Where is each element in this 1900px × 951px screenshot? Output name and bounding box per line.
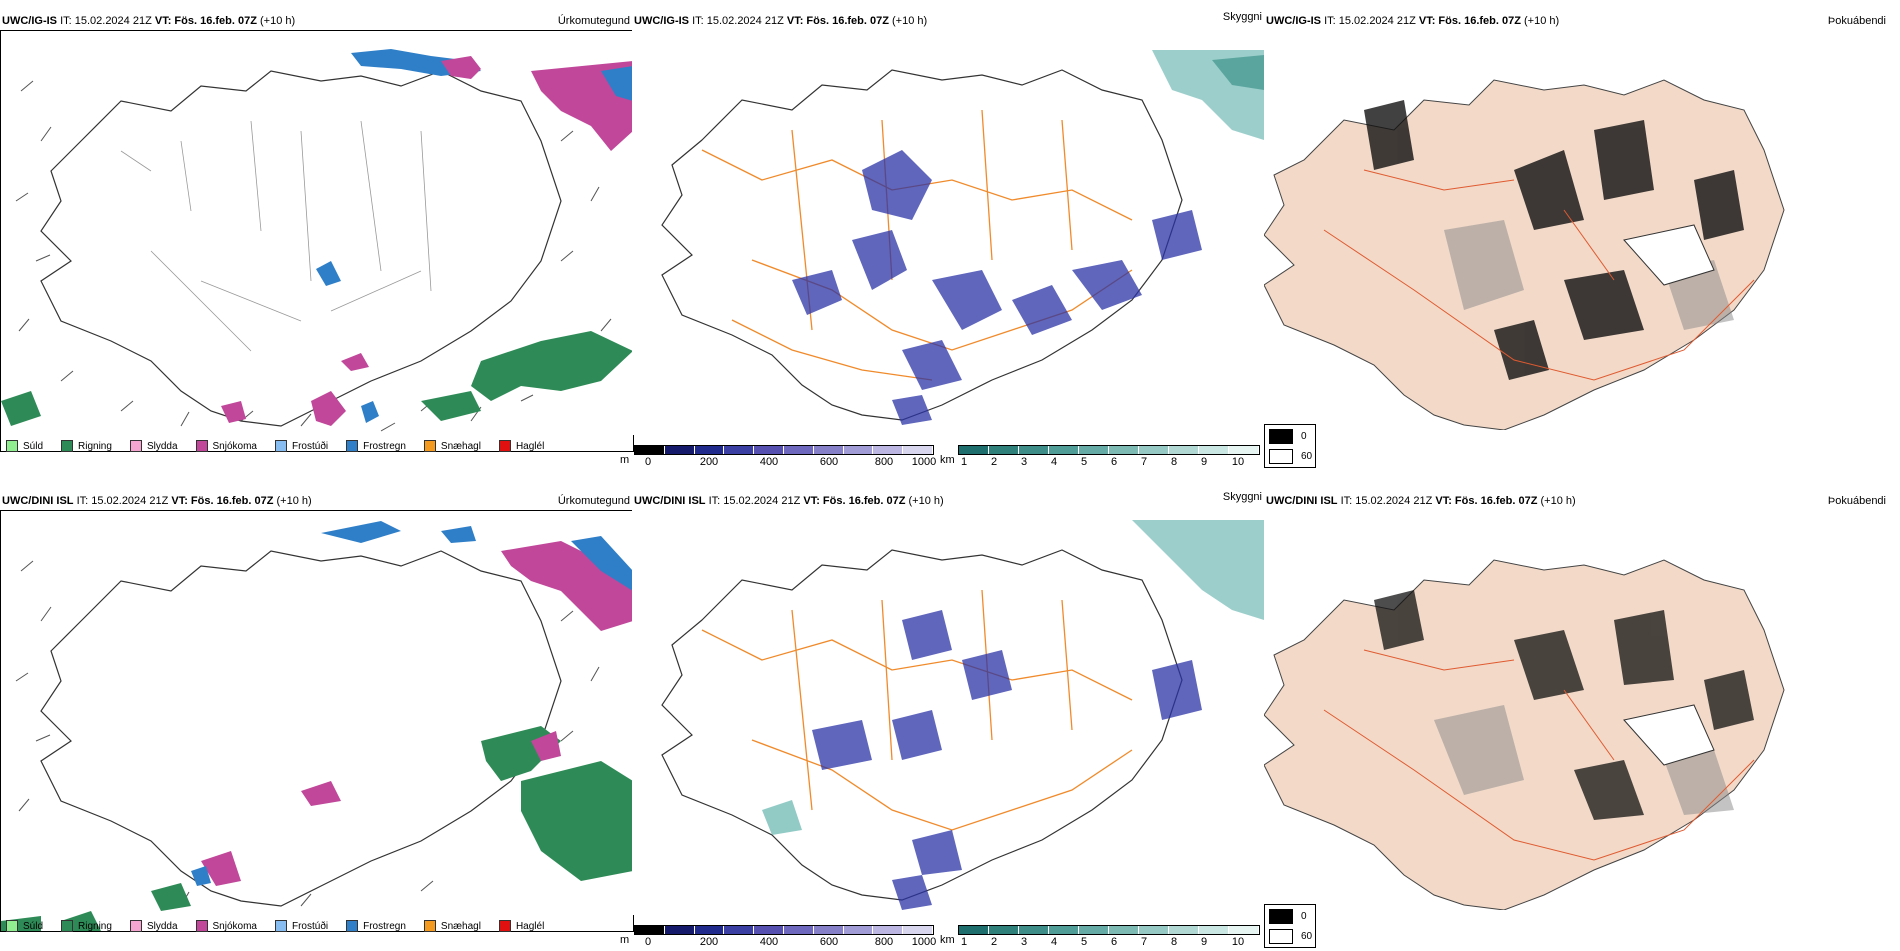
precip-right-label: Úrkomutegund <box>557 15 630 27</box>
legend-item-sudl: Súld <box>6 440 43 452</box>
legend-swatch <box>195 440 208 452</box>
legend-swatch <box>61 920 74 932</box>
legend-item-rigning: Rigning <box>61 440 112 452</box>
precip-legend: Súld Rigning Slydda Snjókoma Frostúði Fr… <box>6 440 562 452</box>
precip-right-label: Úrkomutegund <box>557 495 630 507</box>
legend-item-frostregn: Frostregn <box>346 920 406 932</box>
iceland-outline <box>40 70 562 427</box>
ceiling-title: UWC/IG-IS IT: 15.02.2024 21Z VT: Fös. 16… <box>634 15 928 27</box>
legend-item-snjokoma: Snjókoma <box>195 440 257 452</box>
legend-swatch <box>129 440 142 452</box>
colorbar-cells <box>634 925 934 935</box>
legend-item-sudl: Súld <box>6 920 43 932</box>
precip-patches <box>1 49 633 426</box>
ceiling-map <box>632 510 1264 915</box>
legend-swatch <box>6 440 18 452</box>
ceiling-right-label: Skyggni <box>1222 11 1262 23</box>
fog-right-label: Þokuábendi <box>1827 15 1886 27</box>
fog-panel-row2: UWC/DINI ISL IT: 15.02.2024 21Z VT: Fös.… <box>1263 494 1900 948</box>
legend-swatch <box>346 920 359 932</box>
legend-swatch <box>129 920 142 932</box>
visibility-colorbar-row2: 1 2 3 4 5 6 7 8 9 10 km <box>940 925 1260 951</box>
legend-item-rigning: Rigning <box>61 920 112 932</box>
precip-panel-row1: UWC/IG-IS IT: 15.02.2024 21Z VT: Fös. 16… <box>0 14 634 464</box>
iceland-outline <box>661 69 1183 421</box>
legend-swatch <box>195 920 208 932</box>
fog-panel-row1: UWC/IG-IS IT: 15.02.2024 21Z VT: Fös. 16… <box>1263 14 1900 468</box>
legend-swatch <box>6 920 18 932</box>
fog-map <box>1263 30 1884 431</box>
fog-legend-row1: 0 60 <box>1264 424 1316 468</box>
fog-swatch-60 <box>1269 928 1293 944</box>
legend-item-slydda: Slydda <box>129 440 178 452</box>
legend-item-frostregn: Frostregn <box>346 440 406 452</box>
cloud-patches <box>762 610 1202 910</box>
legend-swatch <box>423 920 436 932</box>
legend-item-frostudi: Frostúði <box>274 440 328 452</box>
fog-title: UWC/DINI ISL IT: 15.02.2024 21Z VT: Fös.… <box>1266 495 1576 507</box>
iceland-outline <box>661 549 1183 901</box>
colorbar-cells <box>634 445 934 455</box>
fog-swatch-0 <box>1269 908 1293 924</box>
fog-right-label: Þokuábendi <box>1827 495 1886 507</box>
legend-swatch <box>274 440 287 452</box>
visibility-colorbar-row1: 1 2 3 4 5 6 7 8 9 10 km <box>940 445 1260 471</box>
ceiling-title: UWC/DINI ISL IT: 15.02.2024 21Z VT: Fös.… <box>634 495 944 507</box>
cloudbase-colorbar-row1: 0 200 400 600 800 1000 m <box>620 445 936 471</box>
legend-swatch <box>423 440 436 452</box>
ceiling-map <box>632 30 1264 435</box>
fog-legend-row2: 0 60 <box>1264 904 1316 948</box>
legend-swatch <box>274 920 287 932</box>
legend-swatch <box>61 440 74 452</box>
legend-item-snjokoma: Snjókoma <box>195 920 257 932</box>
iceland-outline <box>40 550 562 907</box>
legend-item-haglel: Haglél <box>498 440 544 452</box>
legend-swatch <box>498 440 511 452</box>
precip-patches <box>1 521 633 931</box>
legend-item-slydda: Slydda <box>129 920 178 932</box>
ceiling-panel-row2: UWC/DINI ISL IT: 15.02.2024 21Z VT: Fös.… <box>620 491 1264 948</box>
cloudbase-colorbar-row2: 0 200 400 600 800 1000 m <box>620 925 936 951</box>
fog-swatch-0 <box>1269 428 1293 444</box>
legend-item-snaehagl: Snæhagl <box>423 440 481 452</box>
precip-panel-row2: UWC/DINI ISL IT: 15.02.2024 21Z VT: Fös.… <box>0 494 634 944</box>
precip-title: UWC/DINI ISL IT: 15.02.2024 21Z VT: Fös.… <box>2 495 312 507</box>
legend-swatch <box>346 440 359 452</box>
fog-swatch-60 <box>1269 448 1293 464</box>
cloud-patches <box>792 150 1202 425</box>
legend-item-snaehagl: Snæhagl <box>423 920 481 932</box>
precip-map <box>0 510 634 932</box>
fog-title: UWC/IG-IS IT: 15.02.2024 21Z VT: Fös. 16… <box>1266 15 1560 27</box>
ceiling-right-label: Skyggni <box>1222 491 1262 503</box>
precip-map <box>0 30 634 452</box>
colorbar-cells <box>958 925 1260 935</box>
fog-map <box>1263 510 1884 911</box>
colorbar-cells <box>958 445 1260 455</box>
ceiling-panel-row1: UWC/IG-IS IT: 15.02.2024 21Z VT: Fös. 16… <box>620 11 1264 468</box>
precip-title: UWC/IG-IS IT: 15.02.2024 21Z VT: Fös. 16… <box>2 15 296 27</box>
legend-swatch <box>498 920 511 932</box>
legend-item-haglel: Haglél <box>498 920 544 932</box>
legend-item-frostudi: Frostúði <box>274 920 328 932</box>
precip-legend: Súld Rigning Slydda Snjókoma Frostúði Fr… <box>6 920 562 932</box>
